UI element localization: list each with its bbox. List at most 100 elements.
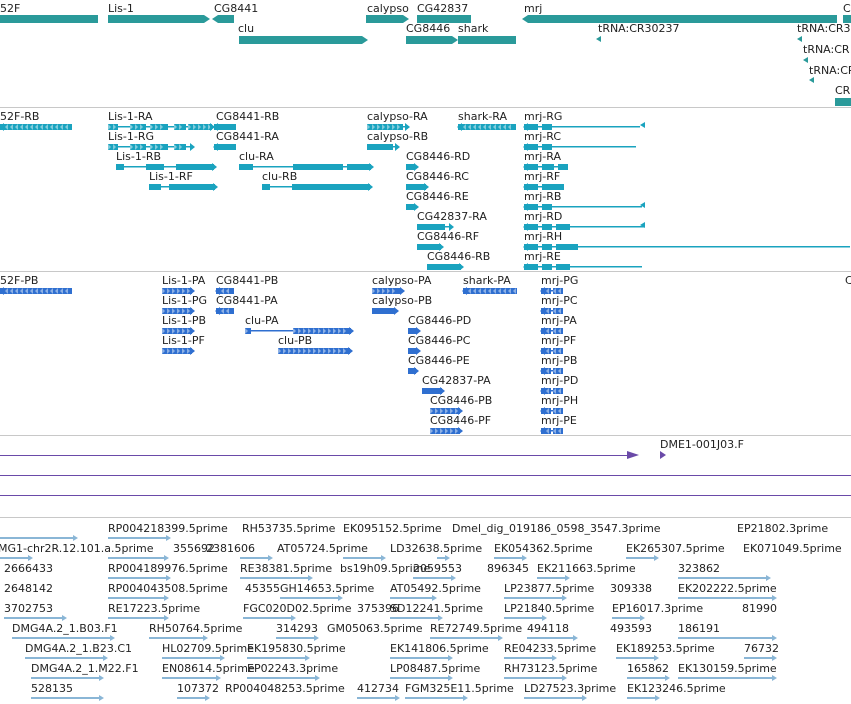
est-feature[interactable] [627,677,667,679]
feature-model[interactable] [522,163,574,171]
feature-model[interactable] [522,183,570,191]
est-feature[interactable] [504,657,554,659]
gene-mrj[interactable] [522,15,843,23]
transcripts-label[interactable]: CG8446-RB [427,250,491,263]
transcripts-label[interactable]: mrj-RD [524,210,563,223]
transcripts-label[interactable]: mrj-RC [524,130,562,143]
transcripts-label[interactable]: CG8446-RF [417,230,480,243]
proteins-label[interactable]: CG8441-PB [216,274,279,287]
est-feature[interactable] [627,697,657,699]
ests-label[interactable]: EK202222.5prime [678,582,777,595]
transcripts-label[interactable]: mrj-RE [524,250,561,263]
ests-label[interactable]: RP004043508.5prime [108,582,228,595]
proteins-label[interactable]: shark-PA [463,274,511,287]
est-feature[interactable] [504,597,564,599]
est-feature[interactable] [25,657,105,659]
genes-label[interactable]: C [843,2,851,15]
est-feature[interactable] [537,577,567,579]
est-feature[interactable] [240,557,270,559]
feature-model[interactable] [0,287,78,295]
ests-label[interactable]: FGC020D02.5prime [243,602,352,615]
est-feature[interactable] [494,557,524,559]
ests-label[interactable]: 2381606 [206,542,255,555]
proteins-label[interactable]: CG8446-PD [408,314,472,327]
ests-label[interactable]: EK141806.5prime [390,642,489,655]
ests-label[interactable]: EK123246.5prime [627,682,726,695]
feature-model[interactable] [114,163,220,171]
ests-label[interactable]: 76732 [744,642,779,655]
proteins-label[interactable]: CG42837-PA [422,374,491,387]
ests-label[interactable]: MG1-chr2R.12.101.a.5prime [0,542,154,555]
proteins-label[interactable]: mrj-PH [541,394,579,407]
feature-model[interactable] [243,327,357,335]
est-feature[interactable] [149,637,205,639]
feature-model[interactable] [522,223,650,231]
feature-model[interactable] [406,347,424,355]
ests-label[interactable]: EP16017.3prime [612,602,704,615]
ests-label[interactable]: HL02709.5prime [162,642,254,655]
est-feature[interactable] [108,557,166,559]
proteins-label[interactable]: CG8446-PB [430,394,493,407]
est-feature[interactable] [247,677,317,679]
ests-label[interactable]: EK071049.5prime [743,542,842,555]
feature-model[interactable] [147,183,221,191]
feature-model[interactable] [539,407,569,415]
est-feature[interactable] [437,557,447,559]
est-feature[interactable] [280,597,340,599]
est-feature[interactable] [616,657,656,659]
strand-tick[interactable] [640,122,646,128]
genes-label[interactable]: calypso [367,2,409,15]
feature-model[interactable] [212,143,242,151]
est-feature[interactable] [4,617,64,619]
proteins-label[interactable]: Lis-1-PG [162,294,208,307]
feature-model[interactable] [539,347,569,355]
genes-label[interactable]: CG8446 [406,22,451,35]
feature-model[interactable] [539,427,569,434]
ests-label[interactable]: 3702753 [4,602,53,615]
feature-model[interactable] [106,143,198,151]
transcripts-label[interactable]: Lis-1-RF [149,170,193,183]
proteins-label[interactable]: CG8446-PC [408,334,471,347]
ests-label[interactable]: EK130159.5prime [678,662,777,675]
ests-label[interactable]: GH14653.5prime [280,582,375,595]
feature-model[interactable] [522,203,648,211]
feature-model[interactable] [539,387,569,395]
ests-label[interactable]: 186191 [678,622,720,635]
est-feature[interactable] [108,537,168,539]
feature-model[interactable] [522,143,642,151]
transcripts-label[interactable]: CG8446-RC [406,170,469,183]
est-feature[interactable] [162,657,222,659]
ests-label[interactable]: EK211663.5prime [537,562,636,575]
transcripts-label[interactable]: Lis-1-RG [108,130,155,143]
ests-label[interactable]: bs19h09.5prime [340,562,431,575]
feature-model[interactable] [522,263,648,270]
proteins-label[interactable]: CG8446-PF [430,414,492,427]
ests-label[interactable]: RE04233.5prime [504,642,597,655]
ests-label[interactable]: 309338 [610,582,652,595]
ests-label[interactable]: 896345 [487,562,529,575]
clone-line[interactable] [0,495,851,496]
est-feature[interactable] [612,617,642,619]
genes-label[interactable]: CG8441 [214,2,259,15]
est-feature[interactable] [430,637,500,639]
est-feature[interactable] [678,677,774,679]
ests-label[interactable]: RP004189976.5prime [108,562,228,575]
ests-label[interactable]: EP02243.3prime [247,662,339,675]
est-feature[interactable] [678,637,774,639]
ests-label[interactable]: AT05492.5prime [390,582,481,595]
feature-model[interactable] [160,347,198,355]
ests-label[interactable]: RH50764.5prime [149,622,243,635]
est-feature[interactable] [31,677,101,679]
feature-model[interactable] [428,427,466,434]
feature-model[interactable] [522,123,646,131]
proteins-label[interactable]: mrj-PA [541,314,577,327]
feature-model[interactable] [160,307,198,315]
strand-tick[interactable] [596,36,602,42]
feature-model[interactable] [214,307,240,315]
ests-label[interactable]: DMG4A.2_1.B03.F1 [12,622,118,635]
gene-52F[interactable] [0,15,104,23]
est-feature[interactable] [162,677,218,679]
ests-label[interactable]: EK054362.5prime [494,542,593,555]
ests-label[interactable]: 2059553 [413,562,462,575]
proteins-label[interactable]: Lis-1-PF [162,334,205,347]
